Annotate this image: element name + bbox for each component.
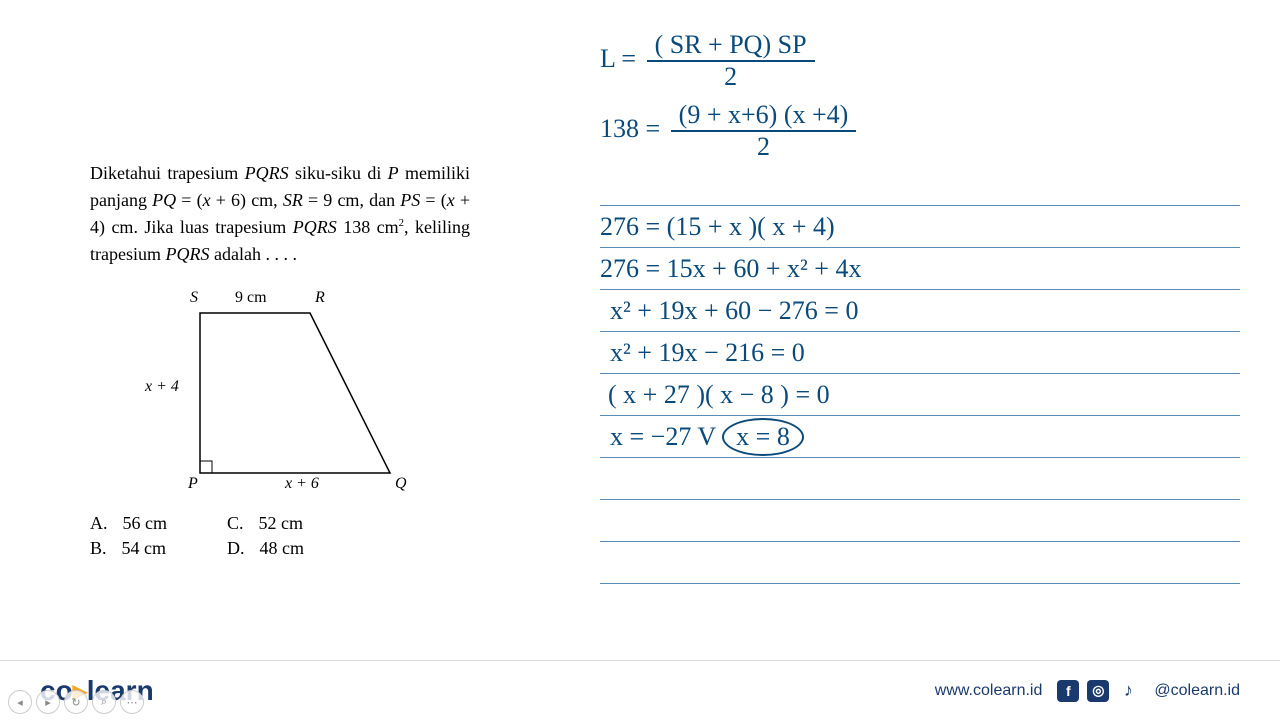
footer-url[interactable]: www.colearn.id	[935, 682, 1043, 700]
instagram-icon[interactable]: ◎	[1087, 680, 1109, 702]
text: = (	[420, 190, 446, 210]
search-button[interactable]: ⌕	[92, 690, 116, 714]
label-r: R	[315, 289, 325, 307]
hw-line-3: 276 = (15 + x )( x + 4)	[600, 212, 835, 242]
footer-right: www.colearn.id f ◎ ♪ @colearn.id	[935, 680, 1240, 702]
root1: x = −27 V	[610, 422, 716, 451]
label-q: Q	[395, 475, 407, 493]
option-value: 48 cm	[260, 538, 305, 559]
option-c: C. 52 cm	[227, 513, 304, 534]
hw-line-4: 276 = 15x + 60 + x² + 4x	[600, 254, 861, 284]
numerator: ( SR + PQ) SP	[647, 30, 815, 62]
text: Diketahui trapesium	[90, 163, 245, 183]
question-text: Diketahui trapesium PQRS siku-siku di P …	[90, 160, 470, 268]
option-d: D. 48 cm	[227, 538, 304, 559]
denominator: 2	[716, 62, 745, 92]
lhs: 138 =	[600, 114, 660, 143]
social-handle: @colearn.id	[1154, 682, 1240, 700]
var-sr: SR	[283, 190, 303, 210]
circled-answer: x = 8	[722, 418, 804, 456]
label-s: S	[190, 289, 198, 307]
next-button[interactable]: ▸	[36, 690, 60, 714]
var-ps: PS	[400, 190, 420, 210]
prev-button[interactable]: ◂	[8, 690, 32, 714]
social-icons: f ◎ ♪	[1057, 680, 1139, 702]
hw-line-8: x = −27 V x = 8	[600, 418, 804, 456]
var-pqrs: PQRS	[293, 217, 337, 237]
var-x: x	[447, 190, 455, 210]
footer-bar: co▸learn www.colearn.id f ◎ ♪ @colearn.i…	[0, 660, 1280, 720]
var-p: P	[388, 163, 399, 183]
option-letter: D.	[227, 538, 245, 559]
question-panel: Diketahui trapesium PQRS siku-siku di P …	[90, 160, 470, 559]
text: 138 cm	[337, 217, 399, 237]
option-value: 56 cm	[123, 513, 168, 534]
option-a: A. 56 cm	[90, 513, 167, 534]
handwritten-solution: L = ( SR + PQ) SP2 138 = (9 + x+6) (x +4…	[600, 30, 1240, 584]
hw-line-5: x² + 19x + 60 − 276 = 0	[600, 296, 858, 326]
var-pq: PQ	[152, 190, 176, 210]
label-p: P	[188, 475, 198, 493]
denominator: 2	[749, 132, 778, 162]
label-bottom: x + 6	[285, 475, 319, 493]
text: + 6) cm,	[211, 190, 283, 210]
trapezium-shape	[190, 303, 410, 493]
var-x: x	[203, 190, 211, 210]
var-pqrs: PQRS	[165, 244, 209, 264]
option-letter: A.	[90, 513, 108, 534]
player-controls: ◂ ▸ ↻ ⌕ ⋯	[8, 690, 144, 714]
lhs: L =	[600, 44, 636, 73]
text: = (	[176, 190, 202, 210]
label-left: x + 4	[145, 378, 179, 396]
option-value: 54 cm	[122, 538, 167, 559]
hw-line-2: 138 = (9 + x+6) (x +4)2	[600, 100, 1240, 162]
text: = 9 cm, dan	[303, 190, 400, 210]
facebook-icon[interactable]: f	[1057, 680, 1079, 702]
replay-button[interactable]: ↻	[64, 690, 88, 714]
numerator: (9 + x+6) (x +4)	[671, 100, 857, 132]
tiktok-icon[interactable]: ♪	[1117, 680, 1139, 702]
hw-line-7: ( x + 27 )( x − 8 ) = 0	[600, 380, 830, 410]
option-letter: B.	[90, 538, 107, 559]
more-button[interactable]: ⋯	[120, 690, 144, 714]
text: adalah . . . .	[209, 244, 296, 264]
var-pqrs: PQRS	[245, 163, 289, 183]
answer-options: A. 56 cm B. 54 cm C. 52 cm D. 48 cm	[90, 513, 470, 559]
option-b: B. 54 cm	[90, 538, 167, 559]
hw-line-1: L = ( SR + PQ) SP2	[600, 30, 1240, 92]
label-top: 9 cm	[235, 289, 267, 307]
hw-line-6: x² + 19x − 216 = 0	[600, 338, 805, 368]
trapezium-diagram: S R P Q 9 cm x + 4 x + 6	[140, 283, 420, 503]
option-value: 52 cm	[259, 513, 304, 534]
option-letter: C.	[227, 513, 244, 534]
text: siku-siku di	[289, 163, 388, 183]
